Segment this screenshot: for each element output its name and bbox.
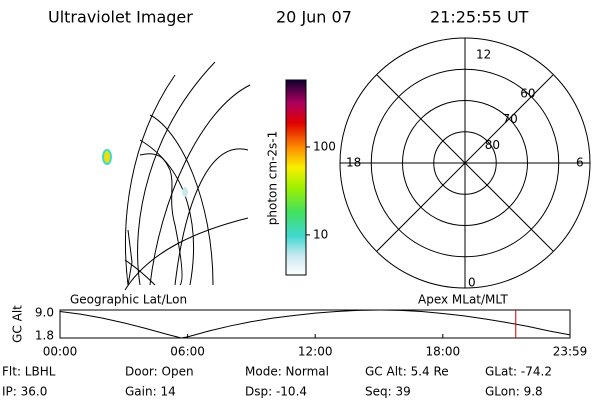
y-tick-label: 9.0 [35, 306, 54, 320]
info-field: Gain: 14 [125, 385, 176, 399]
colorbar-tick-label: 100 [313, 139, 336, 153]
time: 21:25:55 UT [430, 8, 529, 27]
x-tick-label: 12:00 [298, 345, 333, 359]
y-axis-label: GC Alt [11, 305, 25, 343]
lat-label: 60 [520, 86, 535, 100]
colorbar-label: photon cm-2s-1 [266, 131, 280, 226]
mlt-label: 6 [576, 156, 584, 170]
polar-ring [433, 131, 497, 195]
info-field: GC Alt: 5.4 Re [365, 365, 449, 379]
polar-outer-ring [339, 37, 591, 289]
mlt-label: 12 [476, 48, 491, 62]
map-label: Apex MLat/MLT [418, 293, 508, 307]
info-field: Seq: 39 [365, 385, 411, 399]
x-tick-label: 18:00 [426, 345, 461, 359]
instrument: Ultraviolet Imager [48, 8, 193, 27]
info-field: IP: 36.0 [2, 385, 47, 399]
info-field: Dsp: -10.4 [245, 385, 307, 399]
mlt-label: 0 [468, 276, 476, 290]
info-field: Door: Open [125, 365, 194, 379]
info-field: GLon: 9.8 [485, 385, 543, 399]
x-tick-label: 06:00 [170, 345, 205, 359]
info-field: GLat: -74.2 [485, 365, 552, 379]
mlt-label: 18 [346, 156, 361, 170]
map-label: Geographic Lat/Lon [70, 293, 187, 307]
y-tick-label: 1.8 [35, 329, 54, 343]
date: 20 Jun 07 [276, 8, 352, 27]
x-tick-label: 23:59 [553, 345, 588, 359]
geo-map [102, 61, 251, 291]
x-tick-label: 00:00 [43, 345, 78, 359]
alt-plot-frame [59, 309, 571, 339]
colorbar-tick-label: 10 [313, 227, 328, 241]
info-field: Flt: LBHL [2, 365, 56, 379]
lat-label: 80 [485, 138, 500, 152]
polar-grid [340, 38, 590, 288]
colorbar [285, 79, 307, 276]
polar-ring [370, 68, 560, 258]
lat-label: 70 [503, 112, 518, 126]
altitude-line [59, 309, 571, 339]
polar-ring [402, 100, 528, 226]
info-field: Mode: Normal [245, 365, 329, 379]
